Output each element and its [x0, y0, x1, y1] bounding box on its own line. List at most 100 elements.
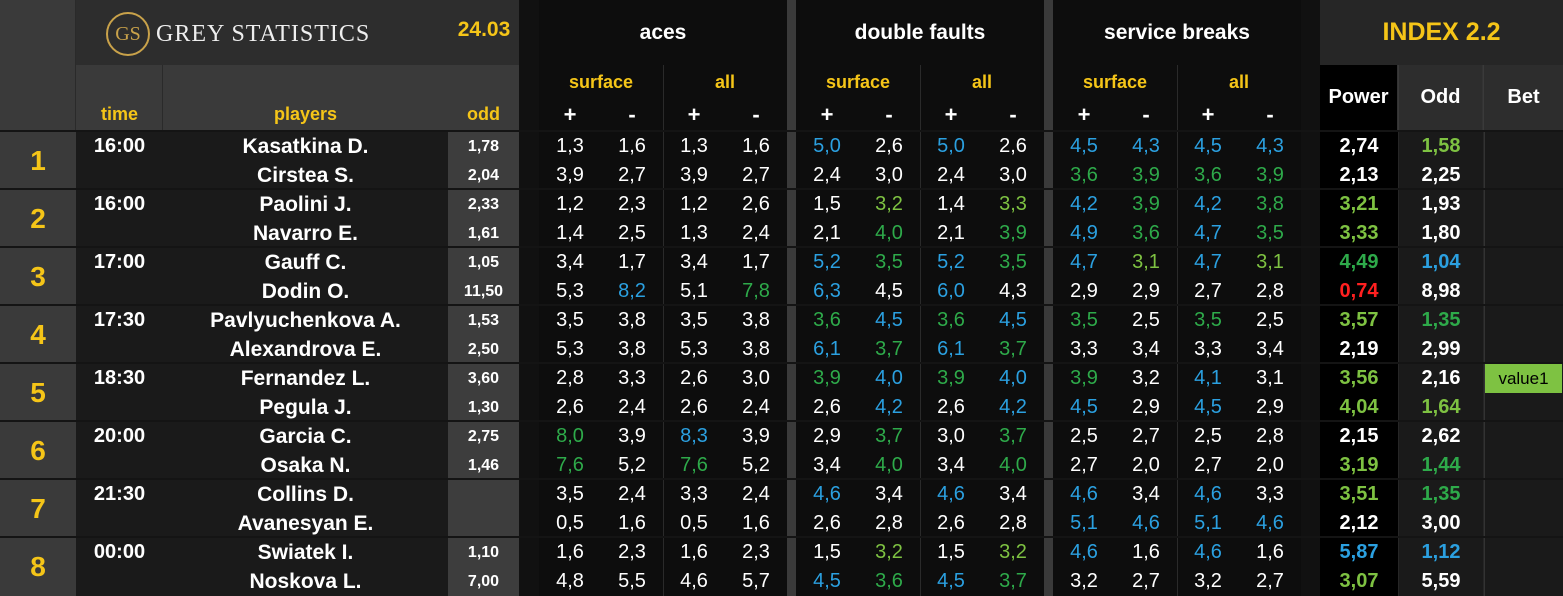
stat-value: 3,7	[999, 338, 1027, 360]
stat-value: 2,9	[1132, 396, 1160, 418]
player-odd: 2,33	[467, 196, 500, 213]
stat-value: 0,5	[556, 512, 584, 534]
plus-header: +	[1077, 102, 1091, 127]
stat-value: 3,8	[1256, 193, 1284, 215]
power-value: 2,74	[1339, 135, 1379, 157]
stat-value: 4,6	[1194, 541, 1222, 563]
stat-value: 5,2	[618, 454, 646, 476]
time-header-cell	[76, 65, 163, 130]
stat-value: 5,3	[680, 338, 708, 360]
stat-value: 2,9	[1132, 280, 1160, 302]
player-name: Fernandez L.	[240, 367, 371, 390]
stat-value: 5,2	[813, 251, 841, 273]
match-number: 7	[30, 493, 46, 524]
minus-header: -	[1266, 102, 1274, 127]
match-number: 3	[30, 261, 46, 292]
stat-value: 5,0	[937, 135, 965, 157]
stat-value: 2,4	[742, 222, 770, 244]
stat-value: 1,3	[680, 222, 708, 244]
stat-value: 3,6	[1070, 164, 1098, 186]
stat-value: 3,5	[875, 251, 903, 273]
player-odd	[448, 480, 519, 509]
stat-value: 2,5	[1194, 425, 1222, 447]
stat-value: 1,3	[556, 135, 584, 157]
stat-value: 2,7	[1194, 280, 1222, 302]
stat-value: 4,2	[999, 396, 1027, 418]
stat-value: 3,7	[875, 425, 903, 447]
stat-value: 2,6	[937, 512, 965, 534]
stat-value: 3,5	[556, 483, 584, 505]
stat-value: 7,6	[556, 454, 584, 476]
index-odd-value: 8,98	[1421, 280, 1461, 302]
stat-value: 3,5	[1256, 222, 1284, 244]
player-name: Alexandrova E.	[229, 338, 382, 361]
stat-value: 5,5	[618, 570, 646, 592]
player-name: Gauff C.	[264, 251, 347, 274]
player-name: Cirstea S.	[257, 164, 354, 187]
power-value: 2,13	[1339, 164, 1379, 186]
stat-value: 4,3	[1256, 135, 1284, 157]
match-time: 21:30	[93, 483, 146, 505]
power-value: 3,57	[1339, 309, 1379, 331]
stat-value: 4,6	[1256, 512, 1284, 534]
stat-value: 3,9	[1070, 367, 1098, 389]
time-header: time	[100, 103, 138, 124]
stat-value: 1,6	[618, 135, 646, 157]
stat-value: 3,4	[999, 483, 1027, 505]
match-number: 6	[30, 435, 46, 466]
power-value: 0,74	[1339, 280, 1379, 302]
stat-value: 1,2	[680, 193, 708, 215]
stat-value: 3,6	[1194, 164, 1222, 186]
stat-value: 2,0	[1256, 454, 1284, 476]
stat-value: 2,3	[618, 541, 646, 563]
stat-value: 4,1	[1194, 367, 1222, 389]
player-odd: 1,61	[467, 225, 500, 242]
stat-value: 3,2	[1132, 367, 1160, 389]
df-surface-label: surface	[825, 71, 891, 92]
minus-header: -	[628, 102, 636, 127]
stat-value: 1,3	[680, 135, 708, 157]
double-faults-header: double faults	[796, 0, 1044, 65]
stat-value: 1,6	[618, 512, 646, 534]
stat-value: 1,2	[556, 193, 584, 215]
stat-value: 2,6	[556, 396, 584, 418]
stat-value: 4,7	[1194, 251, 1222, 273]
stat-value: 3,2	[1194, 570, 1222, 592]
stat-value: 8,0	[556, 425, 584, 447]
stat-value: 5,2	[742, 454, 770, 476]
aces-surface-label: surface	[568, 71, 634, 92]
aces-all-label: all	[714, 71, 735, 92]
index-odd-value: 1,80	[1421, 222, 1461, 244]
stat-value: 4,5	[813, 570, 841, 592]
stat-value: 3,6	[875, 570, 903, 592]
stat-value: 4,0	[875, 367, 903, 389]
index-odd-header: Odd	[1399, 65, 1483, 130]
stat-value: 3,9	[742, 425, 770, 447]
stat-value: 4,5	[875, 309, 903, 331]
stat-value: 2,6	[937, 396, 965, 418]
player-name: Dodin O.	[261, 280, 350, 303]
row-separator	[0, 130, 1563, 132]
stat-value: 2,6	[813, 396, 841, 418]
player-name: Swiatek I.	[257, 541, 354, 564]
stat-value: 2,4	[618, 396, 646, 418]
power-value: 3,19	[1339, 454, 1379, 476]
stat-value: 3,0	[875, 164, 903, 186]
player-odd: 1,78	[467, 138, 500, 155]
index-odd-value: 2,62	[1421, 425, 1461, 447]
stat-value: 3,2	[875, 193, 903, 215]
plus-header: +	[820, 102, 834, 127]
index-odd-value: 1,93	[1421, 193, 1461, 215]
stat-value: 1,6	[556, 541, 584, 563]
stat-value: 2,6	[875, 135, 903, 157]
match-time: 00:00	[93, 541, 146, 563]
plus-header: +	[944, 102, 958, 127]
date-label: 24.03	[457, 18, 511, 41]
aces-header: aces	[539, 0, 787, 65]
stat-value: 4,7	[1194, 222, 1222, 244]
player-odd	[448, 509, 519, 538]
stat-value: 4,5	[999, 309, 1027, 331]
separator-1	[519, 0, 539, 596]
stat-value: 1,5	[813, 193, 841, 215]
